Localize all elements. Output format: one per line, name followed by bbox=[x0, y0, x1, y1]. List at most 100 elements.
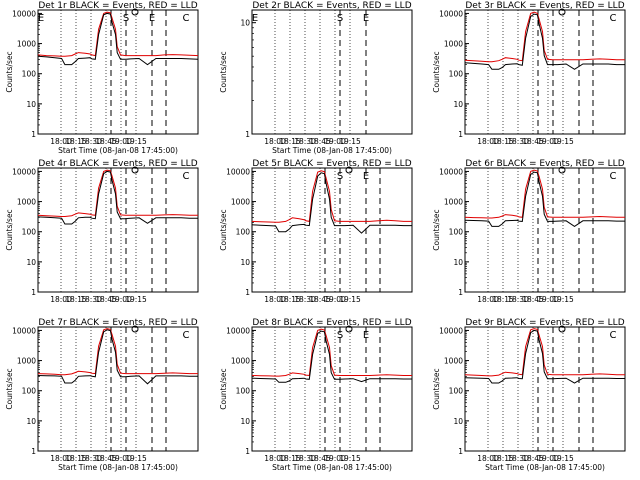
y-axis-label: Counts/sec bbox=[219, 209, 228, 250]
x-tick-label: 18:45 bbox=[522, 454, 544, 463]
plot-frame bbox=[37, 326, 199, 452]
lld-series-line bbox=[37, 328, 198, 376]
peak-marker bbox=[345, 325, 353, 333]
x-tick-label: 18:15 bbox=[65, 295, 87, 304]
y-axis-label: Counts/sec bbox=[219, 368, 228, 409]
chart-title: Det 5r BLACK = Events, RED = LLD bbox=[252, 159, 411, 169]
y-tick-label: 100 bbox=[22, 228, 37, 237]
interval-marker: C bbox=[183, 13, 190, 24]
y-tick-label: 1 bbox=[31, 288, 36, 297]
detector-panel: Det 5r BLACK = Events, RED = LLD18:0018:… bbox=[219, 159, 413, 304]
y-axis-label: Counts/sec bbox=[5, 51, 14, 92]
y-tick-label: 10 bbox=[26, 417, 36, 426]
interval-marker: C bbox=[610, 330, 617, 341]
y-axis-label: Counts/sec bbox=[219, 51, 228, 92]
y-tick-label: 1000 bbox=[17, 40, 36, 49]
peak-marker bbox=[131, 166, 139, 174]
detector-panel: Det 1r BLACK = Events, RED = LLD 18:00 18:… bbox=[5, 1, 199, 155]
lld-series-line bbox=[464, 328, 625, 377]
x-tick-label: 18:45 bbox=[522, 137, 544, 146]
y-tick-label: 10000 bbox=[439, 167, 463, 176]
x-tick-label: 18:30 bbox=[507, 454, 529, 463]
x-axis-label: Start Time (08-Jan-08 17:45:00) bbox=[272, 463, 392, 472]
lld-series-line bbox=[464, 169, 625, 219]
plot-frame bbox=[251, 326, 413, 452]
interval-marker: E bbox=[363, 13, 369, 24]
x-tick-label: 18:00 bbox=[477, 137, 499, 146]
events-series-line bbox=[37, 12, 199, 66]
y-tick-label: 1 bbox=[245, 130, 250, 139]
y-tick-label: 1000 bbox=[231, 357, 250, 366]
x-tick-label: 18:00 bbox=[50, 295, 72, 304]
y-tick-label: 10 bbox=[453, 100, 463, 109]
x-tick-label: 19:00 bbox=[110, 454, 132, 463]
x-tick-label: 19:00 bbox=[537, 454, 559, 463]
x-tick-label: 18:00 bbox=[50, 137, 72, 146]
plot-frame bbox=[464, 167, 626, 293]
x-tick-label: 18:30 bbox=[294, 137, 316, 146]
x-tick-label: 19:15 bbox=[552, 137, 574, 146]
plot-frame bbox=[251, 167, 413, 293]
x-tick-label: 18:00 bbox=[264, 137, 286, 146]
interval-marker: E bbox=[38, 13, 44, 24]
lld-series-line bbox=[464, 11, 625, 63]
interval-marker: E bbox=[252, 13, 258, 24]
x-tick-label: 18:30 bbox=[507, 295, 529, 304]
chart-title: Det 7r BLACK = Events, RED = LLD bbox=[38, 318, 197, 328]
y-tick-label: 10000 bbox=[226, 326, 250, 335]
plot-frame bbox=[251, 9, 413, 135]
y-tick-label: 100 bbox=[449, 228, 464, 237]
x-tick-label: 18:45 bbox=[309, 454, 331, 463]
x-tick-label: 18:30 bbox=[294, 295, 316, 304]
x-tick-label: 18:45 bbox=[95, 137, 117, 146]
peak-marker bbox=[345, 166, 353, 174]
chart-title: Det 2r BLACK = Events, RED = LLD bbox=[252, 1, 411, 11]
interval-marker: S bbox=[337, 13, 343, 24]
x-axis-label: Start Time (08-Jan-08 17:45:00) bbox=[485, 463, 605, 472]
detector-panel: Det 6r BLACK = Events, RED = LLD18:0018:… bbox=[432, 159, 626, 304]
x-tick-label: 18:00 bbox=[50, 454, 72, 463]
y-tick-label: 1 bbox=[245, 447, 250, 456]
x-tick-label: 18:15 bbox=[279, 295, 301, 304]
y-tick-label: 1 bbox=[458, 288, 463, 297]
events-series-line bbox=[37, 170, 198, 225]
x-tick-label: 19:00 bbox=[324, 137, 346, 146]
y-tick-label: 10 bbox=[240, 258, 250, 267]
x-tick-label: 18:15 bbox=[492, 137, 514, 146]
x-tick-label: 19:00 bbox=[537, 295, 559, 304]
y-tick-label: 10 bbox=[240, 19, 250, 28]
x-tick-label: 18:45 bbox=[309, 295, 331, 304]
peak-marker bbox=[558, 8, 566, 16]
x-tick-label: 18:45 bbox=[309, 137, 331, 146]
y-tick-label: 10 bbox=[453, 417, 463, 426]
x-tick-label: 19:00 bbox=[324, 295, 346, 304]
y-tick-label: 10 bbox=[453, 258, 463, 267]
detector-panel: Det 3r BLACK = Events, RED = LLD18:0018:… bbox=[432, 1, 626, 146]
y-axis-label: Counts/sec bbox=[5, 368, 14, 409]
x-tick-label: 18:30 bbox=[80, 137, 102, 146]
lld-series-line bbox=[37, 169, 198, 217]
interval-marker: S bbox=[337, 171, 343, 182]
y-tick-label: 1000 bbox=[17, 357, 36, 366]
x-tick-label: 19:00 bbox=[110, 295, 132, 304]
chart-title: Det 1r BLACK = Events, RED = LLD bbox=[38, 1, 197, 11]
chart-title: Det 4r BLACK = Events, RED = LLD bbox=[38, 159, 197, 169]
lld-series-line bbox=[251, 328, 412, 377]
events-series-line bbox=[251, 172, 412, 234]
y-tick-label: 10000 bbox=[12, 326, 36, 335]
x-axis-label: Start Time (08-Jan-08 17:45:00) bbox=[58, 463, 178, 472]
chart-title: Det 3r BLACK = Events, RED = LLD bbox=[465, 1, 624, 11]
x-tick-label: 18:30 bbox=[294, 454, 316, 463]
y-axis-label: Counts/sec bbox=[5, 209, 14, 250]
y-axis-label: Counts/sec bbox=[432, 368, 441, 409]
plot-frame bbox=[464, 9, 626, 135]
peak-marker bbox=[131, 8, 139, 16]
y-tick-label: 100 bbox=[236, 387, 251, 396]
x-tick-label: 18:30 bbox=[80, 454, 102, 463]
events-series-line bbox=[464, 329, 625, 384]
y-tick-label: 1000 bbox=[444, 40, 463, 49]
y-tick-label: 1 bbox=[31, 447, 36, 456]
x-tick-label: 19:00 bbox=[537, 137, 559, 146]
y-tick-label: 1000 bbox=[231, 198, 250, 207]
interval-marker: S bbox=[123, 13, 129, 24]
